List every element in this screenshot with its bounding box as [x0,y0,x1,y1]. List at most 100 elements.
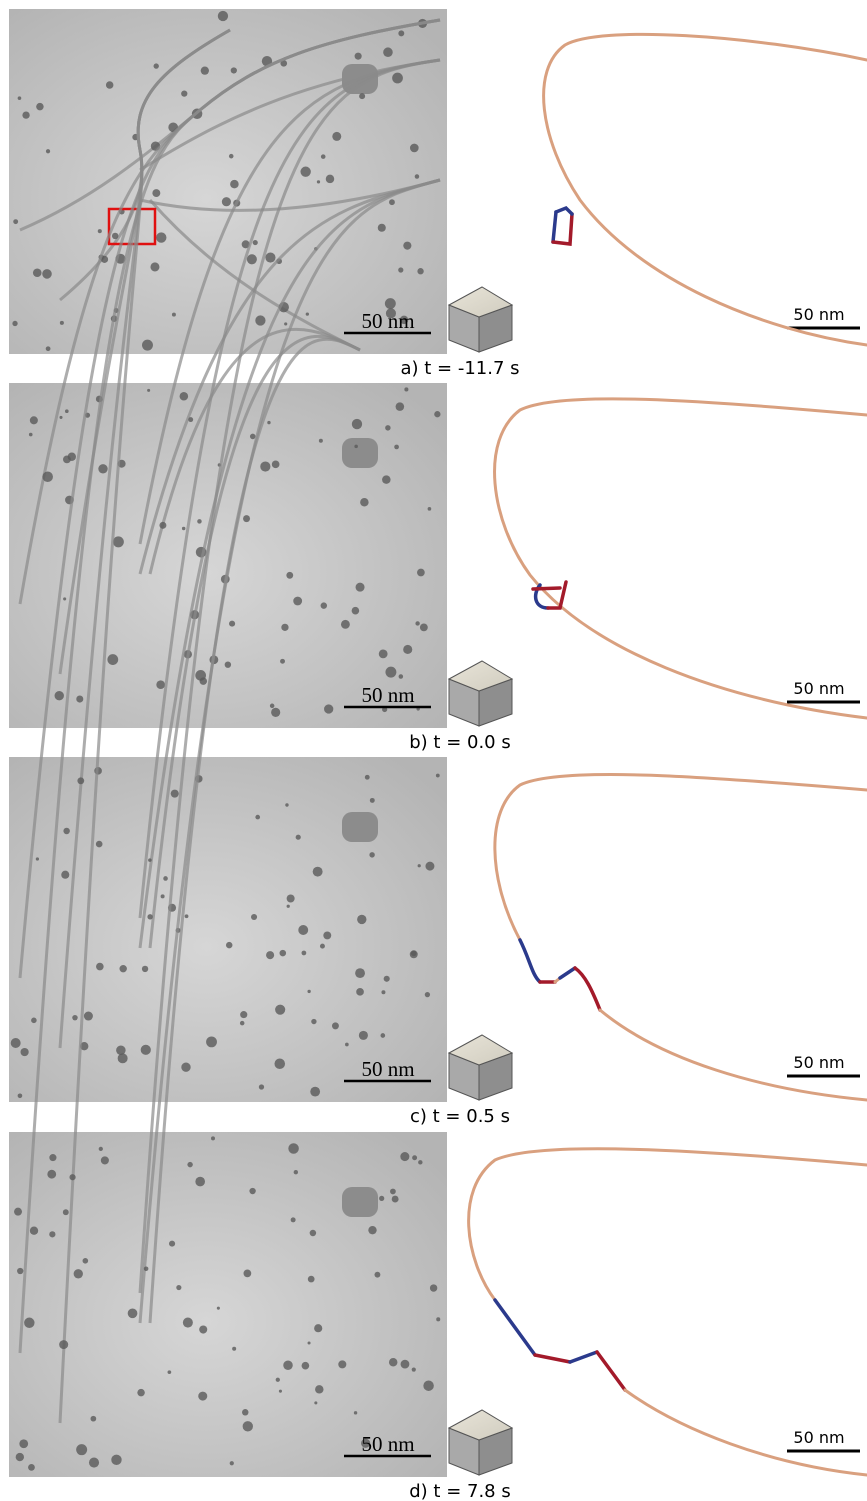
precipitate [156,680,165,689]
precipitate [181,1063,190,1072]
precipitate [338,1360,346,1368]
simulations [469,34,867,1475]
precipitate [280,659,285,664]
precipitate [434,411,440,417]
precipitate [425,862,434,871]
precipitate [260,461,270,471]
precipitate [390,1189,396,1195]
precipitate [310,1087,320,1097]
precipitate [253,240,258,245]
precipitate [171,790,179,798]
precipitate [311,1019,316,1024]
dislocation-loop [544,34,867,345]
precipitate [313,867,323,877]
precipitate [180,392,189,401]
precipitate [251,914,257,920]
precipitate [352,607,360,615]
precipitate [63,828,69,834]
precipitate [382,475,390,483]
precipitate [12,321,17,326]
precipitate [63,597,66,600]
precipitate [423,1380,433,1390]
precipitate [150,262,159,271]
precipitate [323,931,331,939]
precipitate [345,1043,349,1047]
precipitate [199,1326,207,1334]
precipitate [240,1021,244,1025]
precipitate [417,268,423,274]
page: 50 nm50 nma) t = -11.7 s50 nm50 nmb) t =… [0,0,867,1501]
defect-segment [553,212,556,242]
precipitate [159,522,166,529]
defect-segment [570,1352,597,1362]
precipitate [288,1143,299,1154]
precipitate [141,1045,151,1055]
precipitate [399,674,404,679]
precipitate [230,180,239,189]
precipitate [242,1409,248,1415]
precipitate [182,527,185,530]
precipitate [354,445,358,449]
precipitate [46,346,51,351]
precipitate [217,1307,220,1310]
defect-segment [560,968,575,978]
precipitate [379,1196,384,1201]
precipitate [291,1217,296,1222]
precipitate [18,96,22,100]
precipitate [96,841,103,848]
precipitate [76,1444,87,1455]
precipitate [296,835,301,840]
precipitate [272,461,280,469]
precipitate [218,11,228,21]
panel-caption: d) t = 7.8 s [409,1481,510,1501]
precipitate [355,968,365,978]
defect-segment [535,1355,570,1362]
scale-bar-label: 50 nm [793,1053,844,1072]
scale-bar-label: 50 nm [361,683,414,707]
precipitate [293,597,302,606]
precipitate [321,602,327,608]
precipitate [314,1401,317,1404]
precipitate [284,322,287,325]
panel-caption: c) t = 0.5 s [410,1106,510,1127]
precipitate [49,1231,55,1237]
precipitate [65,409,69,413]
precipitate [412,1155,417,1160]
precipitate [383,47,393,57]
precipitate [244,1270,252,1278]
precipitate [89,1458,99,1468]
precipitate [342,812,378,842]
precipitate [320,944,325,949]
precipitate [33,268,42,277]
precipitate [156,232,166,242]
precipitate [36,857,39,860]
precipitate [280,950,287,957]
precipitate [271,708,280,717]
precipitate [302,1362,310,1370]
precipitate [113,536,124,547]
precipitate [381,990,385,994]
precipitate [195,1177,205,1187]
precipitate [98,464,107,473]
precipitate [326,175,335,184]
precipitate [359,93,365,99]
precipitate [306,313,309,316]
precipitate [360,498,368,506]
precipitate [357,915,366,924]
precipitate [319,439,323,443]
precipitate [201,66,209,74]
precipitate [229,154,234,159]
precipitate [285,803,288,806]
precipitate [310,1230,316,1236]
scale-bar-label: 50 nm [793,679,844,698]
precipitate [384,976,390,982]
precipitate [74,1269,83,1278]
precipitate [294,1170,298,1174]
micrograph [9,757,447,1102]
precipitate [49,1154,56,1161]
precipitate [55,691,64,700]
precipitate [274,1058,285,1069]
precipitate [197,519,202,524]
micrograph [9,383,447,728]
precipitate [161,894,165,898]
